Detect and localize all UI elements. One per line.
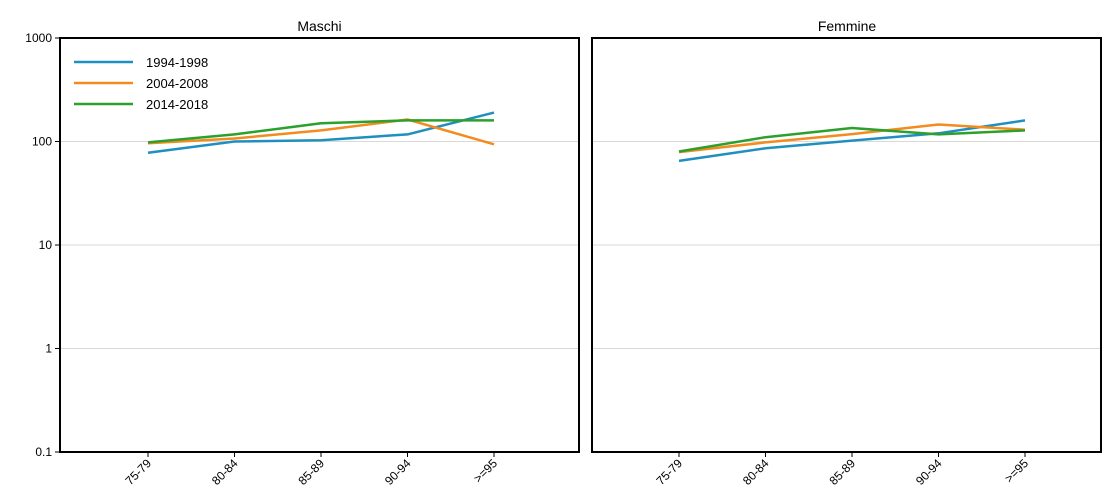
x-tick-label: >=95 [471,456,500,485]
series-line [678,119,1026,163]
x-tick-label: >=95 [1002,456,1031,485]
y-tick-label: 0.1 [35,445,52,459]
series-line [147,118,495,146]
legend-label: 2004-2008 [146,76,208,91]
legend: 1994-1998 2004-2008 2014-2018 [74,55,208,112]
legend-label: 1994-1998 [146,55,208,70]
y-tick-label: 100 [32,135,52,149]
series-line [678,126,1026,153]
x-tick-label: 75-79 [654,456,686,488]
y-tick-label: 1 [45,342,52,356]
x-tick-label: 85-89 [827,456,859,488]
panel-title: Maschi [297,18,341,34]
x-tick-label: 90-94 [382,456,414,488]
series-line [147,111,495,154]
legend-label: 2014-2018 [146,97,208,112]
x-tick-label: 90-94 [913,456,945,488]
y-tick-label: 1000 [25,31,52,45]
x-tick-label: 80-84 [209,456,241,488]
x-tick-label: 85-89 [296,456,328,488]
x-tick-label: 75-79 [123,456,155,488]
y-tick-label: 10 [39,238,53,252]
panel-0: Maschi 0.1 1 10 100 1000 75-79 80-84 85-89 90-94 >… [25,18,580,488]
panel-1: Femmine 75-79 80-84 85-89 90-94 >=95 [591,18,1102,488]
panel-title: Femmine [818,18,877,34]
series-line [147,119,494,144]
series-line [678,123,1026,154]
x-tick-label: 80-84 [740,456,772,488]
plot-frame [591,37,1102,453]
